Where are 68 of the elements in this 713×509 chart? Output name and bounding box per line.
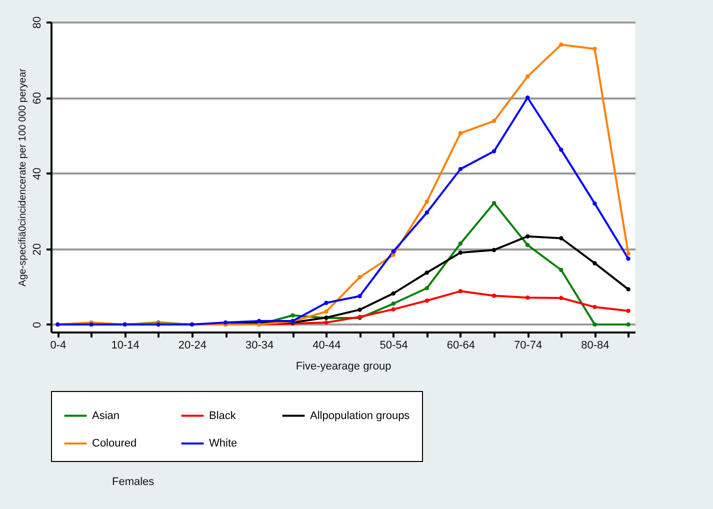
point — [626, 252, 630, 256]
y-tick-label: 0 — [32, 322, 44, 328]
point — [525, 242, 530, 248]
point — [324, 300, 328, 306]
x-tick-label: 50-54 — [380, 340, 408, 352]
x-tick-label: 10-14 — [111, 340, 140, 352]
x-axis-title: Five-yearage group — [296, 360, 392, 372]
point — [559, 42, 564, 47]
point — [492, 118, 496, 124]
point — [559, 268, 564, 272]
point — [492, 200, 496, 206]
y-tick-label: 20 — [32, 243, 44, 256]
point — [592, 46, 597, 51]
point — [458, 241, 463, 246]
point — [525, 234, 530, 238]
point — [492, 149, 496, 154]
x-tick-label: 30-34 — [246, 340, 274, 352]
point — [626, 308, 630, 313]
point — [391, 291, 396, 296]
point — [525, 74, 530, 79]
point — [458, 289, 463, 294]
point — [559, 236, 564, 240]
point — [424, 286, 430, 290]
point — [358, 275, 362, 280]
point — [424, 270, 430, 275]
point — [559, 296, 564, 300]
point — [358, 294, 362, 298]
point — [458, 166, 463, 172]
y-axis-title: Age-specifiä0cincidencerate per 100 000 peryear — [18, 68, 28, 286]
point — [492, 248, 496, 252]
x-tick-label: 60-64 — [446, 340, 476, 352]
point — [592, 322, 597, 327]
point — [391, 249, 396, 254]
point — [458, 250, 463, 255]
point — [492, 294, 496, 298]
point — [424, 210, 430, 215]
x-tick-label: 20-24 — [178, 340, 207, 352]
legend-label: Coloured — [92, 438, 137, 450]
point — [324, 320, 328, 325]
point — [324, 309, 328, 314]
text: Females — [112, 476, 154, 488]
y-tick-label: 80 — [32, 16, 44, 29]
point — [525, 95, 530, 100]
x-tick-label: 70-74 — [514, 340, 542, 352]
y-tick-label: 60 — [32, 92, 44, 104]
legend-label: Asian — [92, 410, 120, 422]
legend-label: Black — [209, 410, 236, 422]
x-tick-label: 80-84 — [581, 340, 610, 352]
point — [424, 298, 430, 303]
point — [592, 201, 597, 206]
legend-label: Allpopulation groups — [310, 410, 410, 422]
x-tick-label: 40-44 — [312, 340, 341, 352]
point — [559, 148, 564, 152]
point — [391, 307, 396, 312]
point — [290, 313, 295, 318]
point — [458, 131, 463, 136]
point — [424, 199, 430, 204]
y-tick-label: 40 — [32, 168, 44, 180]
point — [592, 261, 597, 266]
point — [525, 295, 530, 300]
x-tick-label: 0-4 — [50, 340, 66, 352]
point — [391, 302, 396, 306]
point — [626, 322, 630, 327]
legend-label: White — [209, 438, 238, 450]
point — [358, 308, 362, 312]
point — [626, 256, 630, 261]
point — [592, 304, 597, 310]
point — [626, 287, 630, 292]
